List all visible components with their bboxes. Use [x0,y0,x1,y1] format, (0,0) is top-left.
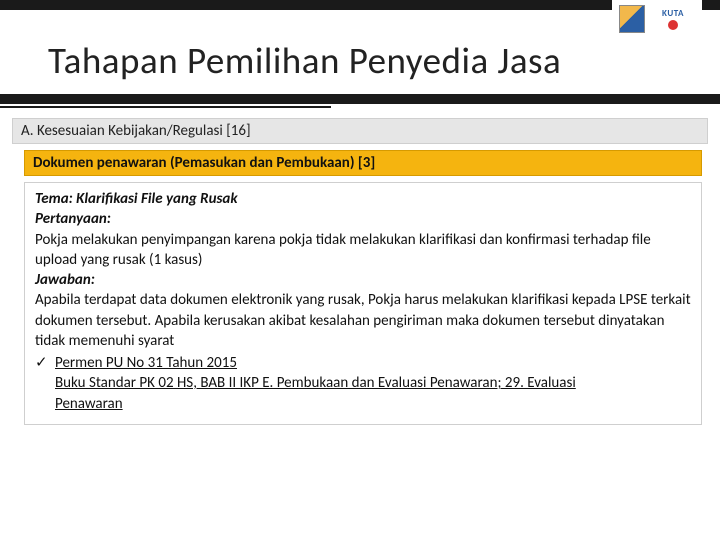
content-panel: Tema: Klarifikasi File yang Rusak Pertan… [24,182,702,425]
reference-item: Penawaran [35,394,691,414]
kuta-logo-dot-icon [668,20,678,30]
kuta-logo-text: KUTA [662,8,684,19]
blank-icon [35,373,49,393]
pertanyaan-body: Pokja melakukan penyimpangan karena pokj… [35,230,691,271]
reference-item: ✓ Permen PU No 31 Tahun 2015 [35,353,691,373]
section-a-label: A. Kesesuaian Kebijakan/Regulasi [16] [21,122,251,140]
blank-icon [35,394,49,414]
section-b-label: Dokumen penawaran (Pemasukan dan Pembuka… [33,154,375,172]
kuta-logo-icon: KUTA [651,5,695,33]
tema-line: Tema: Klarifikasi File yang Rusak [35,189,691,209]
tema-label: Tema: [35,190,76,208]
section-header-b: Dokumen penawaran (Pemasukan dan Pembuka… [24,150,702,176]
reference-2b: Penawaran [55,394,691,414]
logo-container: KUTA [612,0,702,38]
reference-item: Buku Standar PK 02 HS, BAB II IKP E. Pem… [35,373,691,393]
reference-list: ✓ Permen PU No 31 Tahun 2015 Buku Standa… [35,353,691,414]
title-underline [0,94,720,104]
pertanyaan-label: Pertanyaan: [35,209,691,229]
jawaban-label: Jawaban: [35,270,691,290]
check-icon: ✓ [35,353,49,373]
reference-1: Permen PU No 31 Tahun 2015 [55,353,691,373]
reference-2a: Buku Standar PK 02 HS, BAB II IKP E. Pem… [55,373,691,393]
pu-logo-icon [619,5,645,33]
jawaban-body: Apabila terdapat data dokumen elektronik… [35,290,691,351]
page-title: Tahapan Pemilihan Penyedia Jasa [48,38,561,83]
section-header-a: A. Kesesuaian Kebijakan/Regulasi [16] [12,118,708,144]
tema-value: Klarifikasi File yang Rusak [76,190,237,208]
